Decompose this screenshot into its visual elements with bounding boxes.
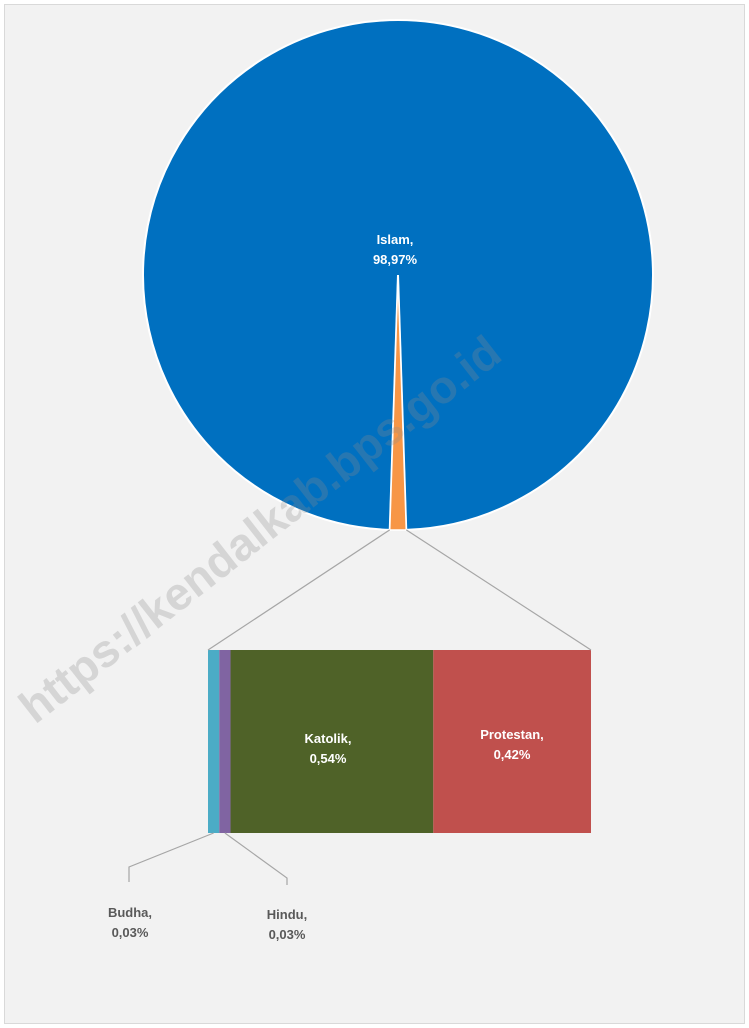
leader-line-budha	[128, 832, 214, 882]
label-islam-value: 98,97%	[373, 252, 418, 267]
bar-segment-protestan	[433, 650, 591, 833]
pie-slice-islam	[142, 19, 654, 531]
label-katolik-value: 0,54%	[310, 751, 347, 766]
pie-slice-other	[388, 274, 408, 531]
bar-segment-katolik	[230, 650, 434, 833]
connector-line-left	[207, 529, 391, 651]
bar-of-pie-chart: Islam, 98,97% Katolik, 0,54% Protestan, …	[9, 19, 654, 942]
connector-lines	[128, 529, 592, 885]
leader-line-hindu	[224, 832, 288, 885]
label-hindu-name: Hindu,	[267, 907, 307, 922]
bar-segment-hindu	[219, 650, 231, 833]
label-budha-name: Budha,	[108, 905, 152, 920]
chart-area: Islam, 98,97% Katolik, 0,54% Protestan, …	[4, 4, 745, 1024]
label-protestan-name: Protestan,	[480, 727, 544, 742]
breakdown-bar-group	[208, 650, 591, 833]
label-budha-value: 0,03%	[112, 925, 149, 940]
label-katolik-name: Katolik,	[305, 731, 352, 746]
label-islam-name: Islam,	[377, 232, 414, 247]
label-hindu-value: 0,03%	[269, 927, 306, 942]
label-protestan-value: 0,42%	[494, 747, 531, 762]
bar-segment-budha	[208, 650, 220, 833]
connector-line-right	[405, 529, 592, 651]
pie-group	[142, 19, 654, 531]
